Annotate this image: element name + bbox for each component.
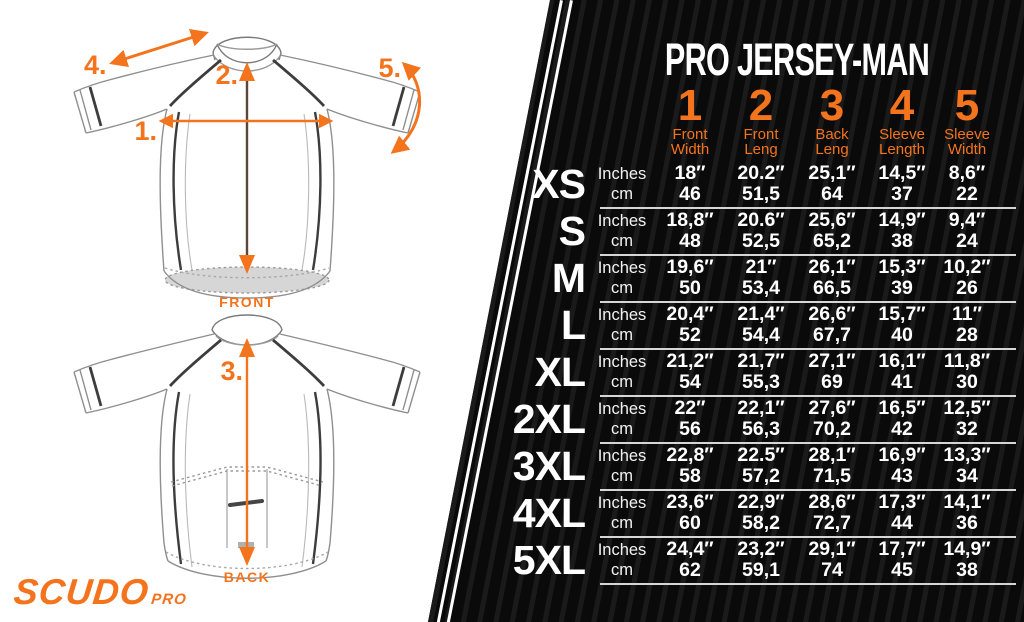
size-table-column-header: 1 Front Width 2 Front Leng 3 Back Leng 4 Sl… bbox=[503, 81, 997, 158]
sleeve-length-values: 15,7″ 40 bbox=[878, 303, 926, 346]
sleeve-length-values: 15,3″ 39 bbox=[878, 256, 926, 299]
unit-labels: Inches cm bbox=[597, 447, 647, 485]
size-table-row: 3XL Inches cm 22,8″ 58 22.5″ 57,2 28,1″ 71,… bbox=[503, 443, 1016, 491]
front-width-values: 19,6″ 50 bbox=[666, 256, 714, 299]
back-length-values: 28,6″ 72,7 bbox=[808, 491, 856, 534]
sleeve-length-values: 17,3″ 44 bbox=[878, 491, 926, 534]
back-length-values: 27,6″ 70,2 bbox=[808, 397, 856, 440]
size-label: XL bbox=[534, 349, 586, 395]
size-label: 5XL bbox=[512, 537, 586, 583]
front-width-values: 22″ 56 bbox=[674, 397, 706, 440]
sleeve-width-values: 9,4″ 24 bbox=[948, 209, 986, 252]
front-length-values: 21″ 53,4 bbox=[742, 256, 780, 299]
arrow-5-sleeve-width bbox=[390, 61, 422, 154]
front-length-values: 22,1″ 56,3 bbox=[737, 397, 785, 440]
sleeve-width-values: 14,1″ 36 bbox=[943, 491, 991, 534]
sleeve-width-values: 14,9″ 38 bbox=[943, 538, 991, 581]
column-sleeve-width: 5 Sleeve Width bbox=[944, 81, 990, 158]
sleeve-length-values: 14,5″ 37 bbox=[878, 162, 926, 205]
front-width-values: 22,8″ 58 bbox=[666, 444, 714, 487]
front-width-values: 20,4″ 52 bbox=[666, 303, 714, 346]
sleeve-length-values: 16,5″ 42 bbox=[878, 397, 926, 440]
back-length-values: 27,1″ 69 bbox=[808, 350, 856, 393]
back-length-values: 29,1″ 74 bbox=[808, 538, 856, 581]
size-table-title: PRO JERSEY-MAN bbox=[664, 34, 930, 85]
size-table-row: 4XL Inches cm 23,6″ 60 22,9″ 58,2 28,6″ 72,… bbox=[503, 490, 1016, 538]
sleeve-length-values: 14,9″ 38 bbox=[878, 209, 926, 252]
size-table-row: L Inches cm 20,4″ 52 21,4″ 54,4 26,6″ 67,7 … bbox=[503, 302, 1016, 350]
size-table-row: XL Inches cm 21,2″ 54 21,7″ 55,3 27,1″ 69 1… bbox=[503, 349, 1016, 397]
back-length-values: 26,6″ 67,7 bbox=[808, 303, 856, 346]
front-width-values: 18,8″ 48 bbox=[666, 209, 714, 252]
front-width-values: 23,6″ 60 bbox=[666, 491, 714, 534]
front-width-values: 24,4″ 62 bbox=[666, 538, 714, 581]
front-length-values: 23,2″ 59,1 bbox=[737, 538, 785, 581]
front-length-values: 22,9″ 58,2 bbox=[737, 491, 785, 534]
back-length-values: 25,1″ 64 bbox=[808, 162, 856, 205]
unit-labels: Inches cm bbox=[597, 212, 647, 250]
unit-labels: Inches cm bbox=[597, 306, 647, 344]
front-view-label: FRONT bbox=[219, 294, 275, 310]
size-label: 4XL bbox=[512, 490, 586, 536]
size-label: L bbox=[560, 302, 586, 348]
size-table-row: S Inches cm 18,8″ 48 20.6″ 52,5 25,6″ 65,2 … bbox=[503, 208, 1016, 256]
size-label: M bbox=[551, 255, 586, 301]
column-front-length: 2 Front Leng bbox=[743, 81, 779, 158]
front-width-values: 21,2″ 54 bbox=[666, 350, 714, 393]
front-length-values: 20.2″ 51,5 bbox=[737, 162, 785, 205]
front-length-values: 21,4″ 54,4 bbox=[737, 303, 785, 346]
sleeve-width-values: 12,5″ 32 bbox=[943, 397, 991, 440]
marker-3-label: 3. bbox=[220, 356, 243, 386]
brand-logo: SCUDO PRO bbox=[11, 571, 189, 612]
size-table-row: 5XL Inches cm 24,4″ 62 23,2″ 59,1 29,1″ 74 … bbox=[503, 537, 1016, 585]
front-length-values: 20.6″ 52,5 bbox=[737, 209, 785, 252]
measurement-arrows: 4. 2. 1. 5. 3. FRONT BACK bbox=[84, 28, 422, 585]
sleeve-width-values: 11,8″ 30 bbox=[943, 350, 991, 393]
marker-4-label: 4. bbox=[84, 50, 107, 80]
unit-labels: Inches cm bbox=[597, 494, 647, 532]
column-sleeve-length: 4 Sleeve Length bbox=[879, 81, 925, 158]
unit-labels: Inches cm bbox=[597, 541, 647, 579]
size-label: XS bbox=[532, 161, 586, 207]
front-length-values: 22.5″ 57,2 bbox=[737, 444, 785, 487]
arrow-4-sleeve-diagonal bbox=[109, 28, 209, 68]
sleeve-width-values: 13,3″ 34 bbox=[943, 444, 991, 487]
sleeve-width-values: 10,2″ 26 bbox=[943, 256, 991, 299]
back-length-values: 25,6″ 65,2 bbox=[808, 209, 856, 252]
back-length-values: 26,1″ 66,5 bbox=[808, 256, 856, 299]
brand-name: SCUDO bbox=[11, 571, 152, 612]
size-table-row: M Inches cm 19,6″ 50 21″ 53,4 26,1″ 66,5 15… bbox=[503, 255, 1016, 303]
size-label: 2XL bbox=[512, 396, 586, 442]
sleeve-length-values: 17,7″ 45 bbox=[878, 538, 926, 581]
marker-5-label: 5. bbox=[378, 53, 401, 83]
sleeve-length-values: 16,1″ 41 bbox=[878, 350, 926, 393]
front-width-values: 18″ 46 bbox=[674, 162, 706, 205]
sleeve-width-values: 11″ 28 bbox=[952, 303, 982, 346]
size-table-row: XS Inches cm 18″ 46 20.2″ 51,5 25,1″ 64 14,… bbox=[503, 161, 1016, 209]
sleeve-width-values: 8,6″ 22 bbox=[948, 162, 986, 205]
unit-labels: Inches cm bbox=[597, 400, 647, 438]
size-label: 3XL bbox=[512, 443, 586, 489]
unit-labels: Inches cm bbox=[597, 259, 647, 297]
back-view-label: BACK bbox=[224, 569, 270, 585]
size-label: S bbox=[558, 208, 586, 254]
sleeve-length-values: 16,9″ 43 bbox=[878, 444, 926, 487]
back-length-values: 28,1″ 71,5 bbox=[808, 444, 856, 487]
size-table-rows: XS Inches cm 18″ 46 20.2″ 51,5 25,1″ 64 14,… bbox=[503, 161, 1016, 585]
size-table-row: 2XL Inches cm 22″ 56 22,1″ 56,3 27,6″ 70,2 … bbox=[503, 396, 1016, 444]
brand-suffix: PRO bbox=[150, 591, 188, 608]
column-front-width: 1 Front Width bbox=[670, 81, 710, 158]
front-length-values: 21,7″ 55,3 bbox=[737, 350, 785, 393]
unit-labels: Inches cm bbox=[597, 165, 647, 203]
column-back-length: 3 Back Leng bbox=[815, 81, 849, 158]
marker-1-label: 1. bbox=[134, 116, 157, 146]
unit-labels: Inches cm bbox=[597, 353, 647, 391]
marker-2-label: 2. bbox=[215, 60, 238, 90]
